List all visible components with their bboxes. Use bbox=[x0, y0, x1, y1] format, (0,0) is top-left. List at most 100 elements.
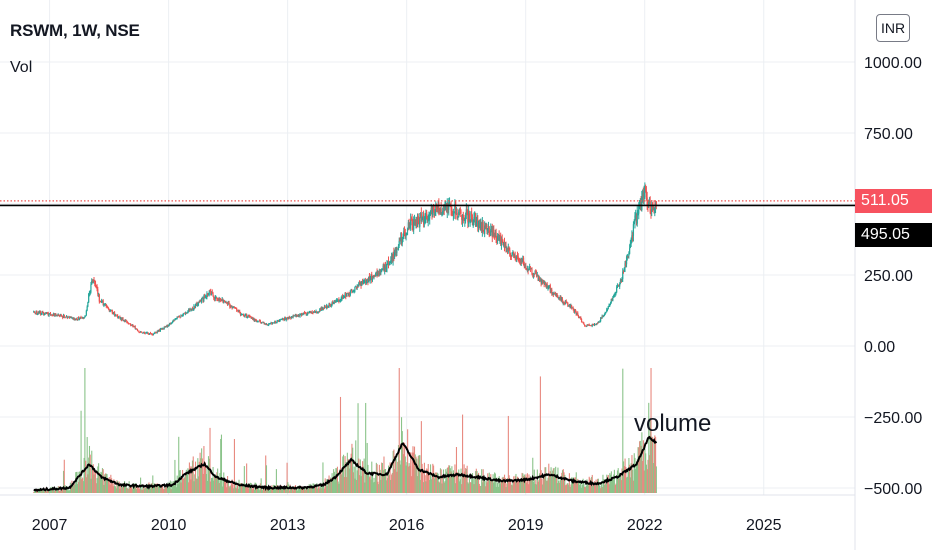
candle-body bbox=[407, 222, 409, 230]
candle-body bbox=[275, 322, 277, 324]
candle-body bbox=[33, 311, 35, 313]
candle-body bbox=[616, 287, 618, 293]
candle-body bbox=[502, 241, 504, 245]
candle-body bbox=[140, 331, 142, 333]
candle-body bbox=[298, 314, 300, 317]
volume-bar bbox=[426, 469, 429, 493]
volume-bar bbox=[633, 453, 635, 493]
candle-body bbox=[482, 222, 484, 231]
volume-bar bbox=[307, 489, 309, 493]
candle-body bbox=[411, 218, 413, 226]
volume-bar bbox=[491, 479, 493, 493]
candle-body bbox=[166, 324, 168, 328]
candle-body bbox=[101, 300, 103, 303]
candle-body bbox=[229, 303, 231, 307]
candle-body bbox=[507, 247, 509, 252]
candle-body bbox=[613, 294, 615, 296]
candle-body bbox=[643, 191, 645, 198]
volume-bar bbox=[466, 465, 468, 493]
volume-bar bbox=[460, 468, 462, 493]
volume-bar bbox=[346, 452, 348, 493]
x-tick-label: 2025 bbox=[746, 517, 782, 534]
volume-bar bbox=[278, 486, 280, 493]
candle-body bbox=[334, 301, 336, 303]
candle-body bbox=[361, 281, 363, 286]
candle-body bbox=[80, 316, 82, 318]
candle-body bbox=[490, 228, 492, 236]
volume-bar bbox=[210, 477, 213, 493]
candle-body bbox=[418, 222, 420, 226]
volume-bar bbox=[297, 485, 300, 493]
volume-bar bbox=[91, 466, 94, 493]
candle-body bbox=[532, 274, 534, 276]
volume-bar bbox=[621, 468, 623, 493]
volume-bar bbox=[596, 482, 598, 493]
candle-body bbox=[104, 304, 106, 306]
symbol-title[interactable]: RSWM, 1W, NSE bbox=[10, 21, 140, 40]
volume-bar bbox=[354, 478, 356, 493]
candle-body bbox=[271, 322, 273, 324]
candle-body bbox=[122, 317, 124, 321]
candle-body bbox=[535, 273, 538, 276]
volume-bar bbox=[236, 485, 239, 493]
volume-bar bbox=[207, 456, 210, 493]
candle-body bbox=[227, 301, 229, 304]
volume-bar bbox=[415, 456, 417, 493]
candle-body bbox=[369, 277, 371, 281]
candle-body bbox=[68, 316, 71, 318]
candle-body bbox=[355, 286, 358, 288]
volume-bar bbox=[404, 442, 406, 493]
candle-body bbox=[114, 312, 116, 316]
volume-bar bbox=[403, 454, 405, 493]
volume-bar bbox=[382, 470, 384, 493]
candle-body bbox=[383, 264, 385, 271]
candle-body bbox=[327, 306, 329, 308]
y-tick-label: 750.00 bbox=[864, 126, 913, 143]
volume-indicator-label[interactable]: Vol bbox=[10, 59, 33, 76]
candle-body bbox=[282, 318, 284, 320]
candle-body bbox=[487, 225, 490, 228]
candle-body bbox=[43, 312, 45, 315]
volume-bar bbox=[200, 458, 202, 493]
candle-body bbox=[390, 256, 393, 262]
candle-body bbox=[223, 300, 226, 302]
candle-body bbox=[558, 297, 560, 299]
volume-bar bbox=[177, 483, 179, 493]
volume-bar bbox=[353, 466, 355, 493]
candle-body bbox=[456, 212, 458, 219]
candle-body bbox=[142, 332, 144, 334]
volume-bar bbox=[175, 487, 178, 493]
candle-body bbox=[38, 311, 40, 314]
volume-bar bbox=[308, 484, 310, 493]
candle-body bbox=[274, 321, 276, 324]
candle-body bbox=[496, 238, 498, 243]
candle-body bbox=[198, 301, 200, 303]
candle-body bbox=[57, 314, 59, 316]
volume-bar bbox=[624, 458, 626, 493]
volume-bar bbox=[507, 415, 509, 493]
candle-body bbox=[159, 329, 161, 332]
volume-bar bbox=[454, 464, 456, 493]
candle-body bbox=[325, 307, 327, 309]
volume-bar bbox=[409, 465, 411, 493]
volume-bar bbox=[407, 466, 409, 493]
volume-bar bbox=[300, 486, 302, 493]
volume-bar bbox=[584, 487, 586, 493]
candle-body bbox=[111, 310, 113, 314]
volume-bar bbox=[536, 484, 538, 493]
volume-bar bbox=[53, 486, 55, 493]
candle-body bbox=[439, 209, 441, 213]
volume-bar bbox=[190, 479, 192, 493]
volume-bar bbox=[67, 490, 69, 493]
currency-badge[interactable]: INR bbox=[876, 14, 910, 42]
candle-body bbox=[62, 315, 65, 318]
volume-bar bbox=[198, 476, 200, 493]
volume-bar bbox=[262, 490, 264, 493]
volume-bar bbox=[602, 474, 604, 493]
candle-body bbox=[96, 286, 98, 290]
volume-bar bbox=[286, 462, 288, 493]
candle-body bbox=[419, 214, 422, 218]
candle-body bbox=[288, 316, 290, 319]
